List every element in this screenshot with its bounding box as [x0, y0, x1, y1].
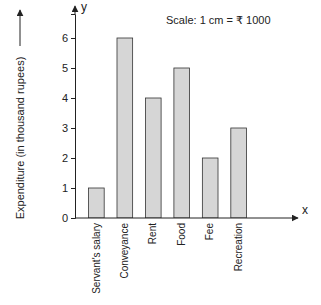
x-axis-line — [75, 218, 298, 219]
y-tick-label: 5 — [62, 62, 68, 74]
y-tick: 4 — [62, 92, 75, 104]
x-tick-label: Servant's salary — [91, 223, 102, 294]
y-axis-line — [71, 15, 76, 219]
y-tick-mark — [71, 38, 75, 39]
x-tick-label: Recreation — [233, 223, 244, 271]
bar — [117, 38, 133, 218]
y-tick-label: 3 — [62, 122, 68, 134]
x-tick: Rent — [147, 223, 158, 244]
bar — [231, 128, 247, 218]
annotation: Scale: 1 cm = ₹ 1000 — [166, 14, 271, 26]
y-tick-mark — [71, 98, 75, 99]
y-title-arrow — [20, 10, 21, 46]
bars — [89, 38, 247, 218]
y-tick-mark — [71, 158, 75, 159]
y-tick: 5 — [62, 62, 75, 74]
y-tick: 1 — [62, 182, 75, 194]
x-tick: Conveyance — [119, 223, 130, 279]
y-tick: 3 — [62, 122, 75, 134]
y-axis-arrow — [75, 6, 76, 14]
y-tick: 2 — [62, 152, 75, 164]
x-tick: Servant's salary — [91, 223, 102, 294]
bar — [145, 98, 161, 218]
y-tick: 0 — [62, 212, 75, 224]
y-tick-mark — [71, 128, 75, 129]
x-axis: Servant's salary Conveyance Rent Food Fee Rec… — [91, 223, 244, 294]
y-tick-mark — [71, 218, 75, 219]
x-tick-label: Fee — [204, 223, 215, 241]
y-tick-label: 4 — [62, 92, 68, 104]
chart-root: 0 1 2 3 4 5 6 Servant's salary Conveyance Rent Foo… — [0, 0, 321, 305]
x-tick: Fee — [204, 223, 215, 241]
y-tick-mark — [71, 68, 75, 69]
y-tick: 6 — [62, 32, 75, 44]
x-tick-label: Rent — [147, 223, 158, 244]
y-tick-label: 2 — [62, 152, 68, 164]
y-tick-label: 0 — [62, 212, 68, 224]
y-axis-letter: y — [81, 0, 87, 14]
x-axis-letter: x — [302, 203, 308, 217]
bar — [89, 188, 105, 218]
bar — [174, 68, 190, 218]
y-tick-mark — [71, 188, 75, 189]
x-tick-label: Conveyance — [119, 223, 130, 279]
x-tick-label: Food — [176, 223, 187, 246]
x-tick: Food — [176, 223, 187, 246]
x-tick: Recreation — [233, 223, 244, 271]
y-axis: 0 1 2 3 4 5 6 — [62, 15, 76, 225]
y-tick-label: 6 — [62, 32, 68, 44]
y-axis-title: Expenditure (in thousand rupees) — [14, 57, 26, 220]
bar — [202, 158, 218, 218]
y-tick-label: 1 — [62, 182, 68, 194]
